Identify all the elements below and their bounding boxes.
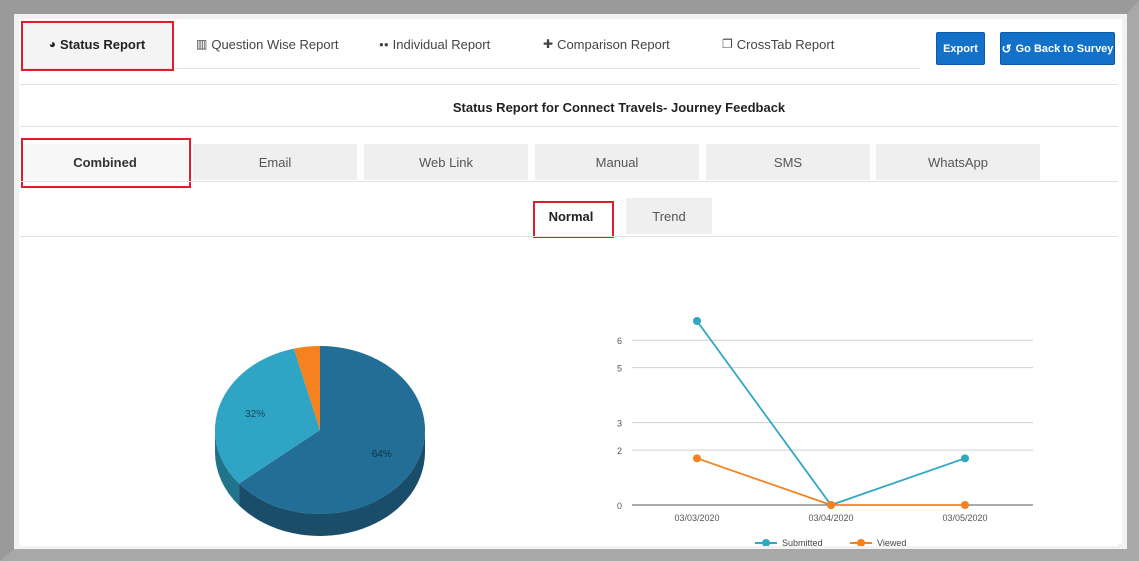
pie-slice-side	[215, 430, 240, 506]
tab-label: Question Wise Report	[211, 36, 339, 52]
data-point[interactable]	[961, 454, 969, 463]
status-line-chart: 0 2 3 5 6 03/03/2020 03/04/2020 03/05/2020 Submi…	[617, 317, 1033, 546]
x-tick-label: 03/04/2020	[808, 513, 853, 523]
data-point[interactable]	[961, 501, 969, 509]
page-title: Status Report for Connect Travels- Journ…	[452, 100, 786, 115]
tab-whatsapp[interactable]: WhatsApp	[876, 144, 1040, 180]
tab-normal[interactable]: Normal	[528, 198, 614, 234]
go-back-label: Go Back to Survey	[1015, 42, 1114, 55]
pie-slice[interactable]	[214, 348, 320, 484]
tab-combined[interactable]: Combined	[22, 144, 188, 180]
series-line	[696, 320, 966, 507]
tab-email[interactable]: Email	[193, 144, 357, 180]
legend-label: Submitted	[782, 538, 823, 546]
copy-icon: ❐	[722, 37, 733, 51]
tab-individual-report[interactable]: ●● Individual Report	[379, 20, 490, 68]
divider	[20, 181, 1118, 182]
go-back-button[interactable]: ↺ Go Back to Survey	[1000, 32, 1115, 65]
tab-status-report[interactable]: ◕ Status Report	[22, 20, 172, 68]
undo-icon: ↺	[1001, 41, 1012, 56]
divider	[20, 236, 1118, 237]
data-point[interactable]	[693, 317, 701, 325]
legend-marker	[762, 539, 770, 546]
pie-slice-side	[239, 430, 425, 536]
pie-chart-icon: ◕	[48, 37, 56, 51]
y-tick-label: 6	[617, 336, 622, 346]
export-button[interactable]: Export	[936, 32, 985, 65]
tab-label: CrossTab Report	[736, 36, 835, 52]
legend-label: Viewed	[877, 538, 906, 546]
x-tick-label: 03/03/2020	[674, 513, 719, 523]
divider	[20, 126, 1118, 127]
bar-chart-icon: ▥	[196, 37, 208, 51]
tab-web-link[interactable]: Web Link	[364, 144, 528, 180]
tab-crosstab-report[interactable]: ❐ CrossTab Report	[722, 20, 834, 68]
y-tick-label: 5	[617, 364, 622, 374]
users-icon: ●●	[379, 39, 389, 49]
pie-slice-label: 64%	[372, 449, 392, 460]
y-tick-label: 0	[617, 501, 622, 511]
tab-question-wise-report[interactable]: ▥ Question Wise Report	[196, 20, 339, 68]
data-point[interactable]	[827, 501, 835, 509]
status-pie-chart: 64% 32%	[214, 346, 425, 536]
tab-sms[interactable]: SMS	[706, 144, 870, 180]
x-tick-label: 03/05/2020	[942, 513, 987, 523]
highlight-combined	[21, 138, 191, 188]
legend-marker	[857, 539, 865, 546]
tab-manual[interactable]: Manual	[535, 144, 699, 180]
pie-slice[interactable]	[293, 346, 320, 430]
highlight-status-report	[21, 21, 174, 71]
tab-trend[interactable]: Trend	[626, 198, 712, 234]
tab-label: Status Report	[60, 36, 146, 52]
series-line	[696, 457, 965, 506]
tab-comparison-report[interactable]: ✚ Comparison Report	[543, 20, 670, 68]
report-nav: ◕ Status Report ▥ Question Wise Report ●…	[20, 20, 920, 69]
report-page: ◕ Status Report ▥ Question Wise Report ●…	[20, 20, 1118, 546]
y-tick-label: 3	[617, 419, 622, 429]
tab-label: Individual Report	[392, 36, 491, 52]
y-tick-label: 2	[617, 446, 622, 456]
puzzle-icon: ✚	[543, 37, 554, 51]
highlight-normal	[533, 201, 614, 238]
data-point[interactable]	[693, 454, 701, 463]
tab-label: Comparison Report	[557, 36, 670, 52]
divider	[20, 84, 1118, 85]
pie-slice[interactable]	[239, 346, 425, 514]
pie-slice-label: 32%	[245, 409, 265, 420]
